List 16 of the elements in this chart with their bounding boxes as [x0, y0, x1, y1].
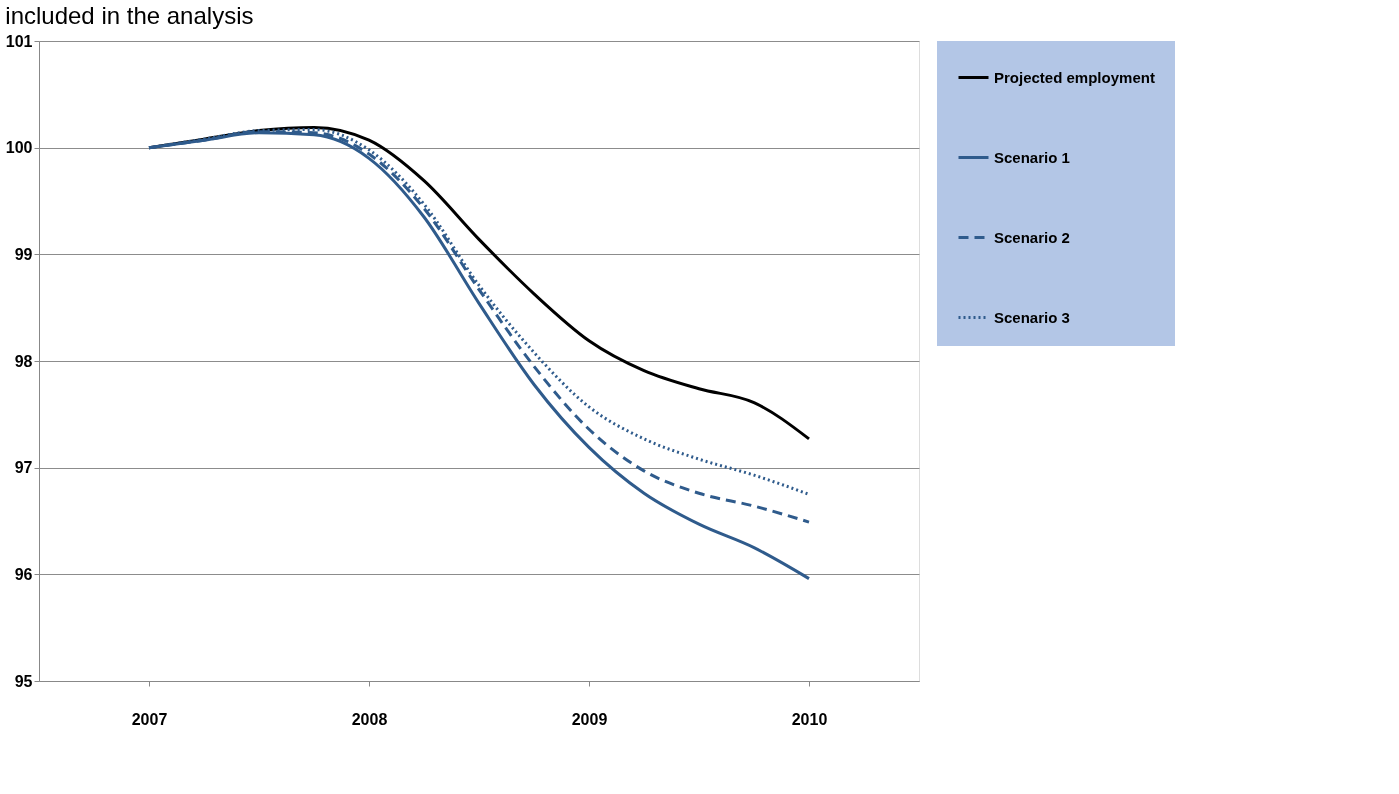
legend-label: Scenario 3 — [994, 308, 1070, 326]
y-tick-label: 98 — [14, 352, 33, 370]
x-tick-label: 2008 — [351, 710, 388, 728]
y-tick-label: 99 — [14, 245, 33, 263]
x-tick-label: 2010 — [791, 710, 828, 728]
y-tick-label: 101 — [5, 32, 33, 50]
y-tick-label: 95 — [14, 672, 33, 690]
legend-label: Scenario 2 — [994, 228, 1070, 246]
y-tick-label: 100 — [5, 139, 33, 157]
legend-label: Projected employment — [994, 68, 1155, 86]
x-tick-label: 2009 — [571, 710, 608, 728]
legend-label: Scenario 1 — [994, 148, 1070, 166]
x-tick-label: 2007 — [131, 710, 168, 728]
y-tick-label: 97 — [14, 459, 33, 477]
chart-title: included in the analysis — [5, 2, 254, 29]
y-tick-label: 96 — [14, 565, 33, 583]
